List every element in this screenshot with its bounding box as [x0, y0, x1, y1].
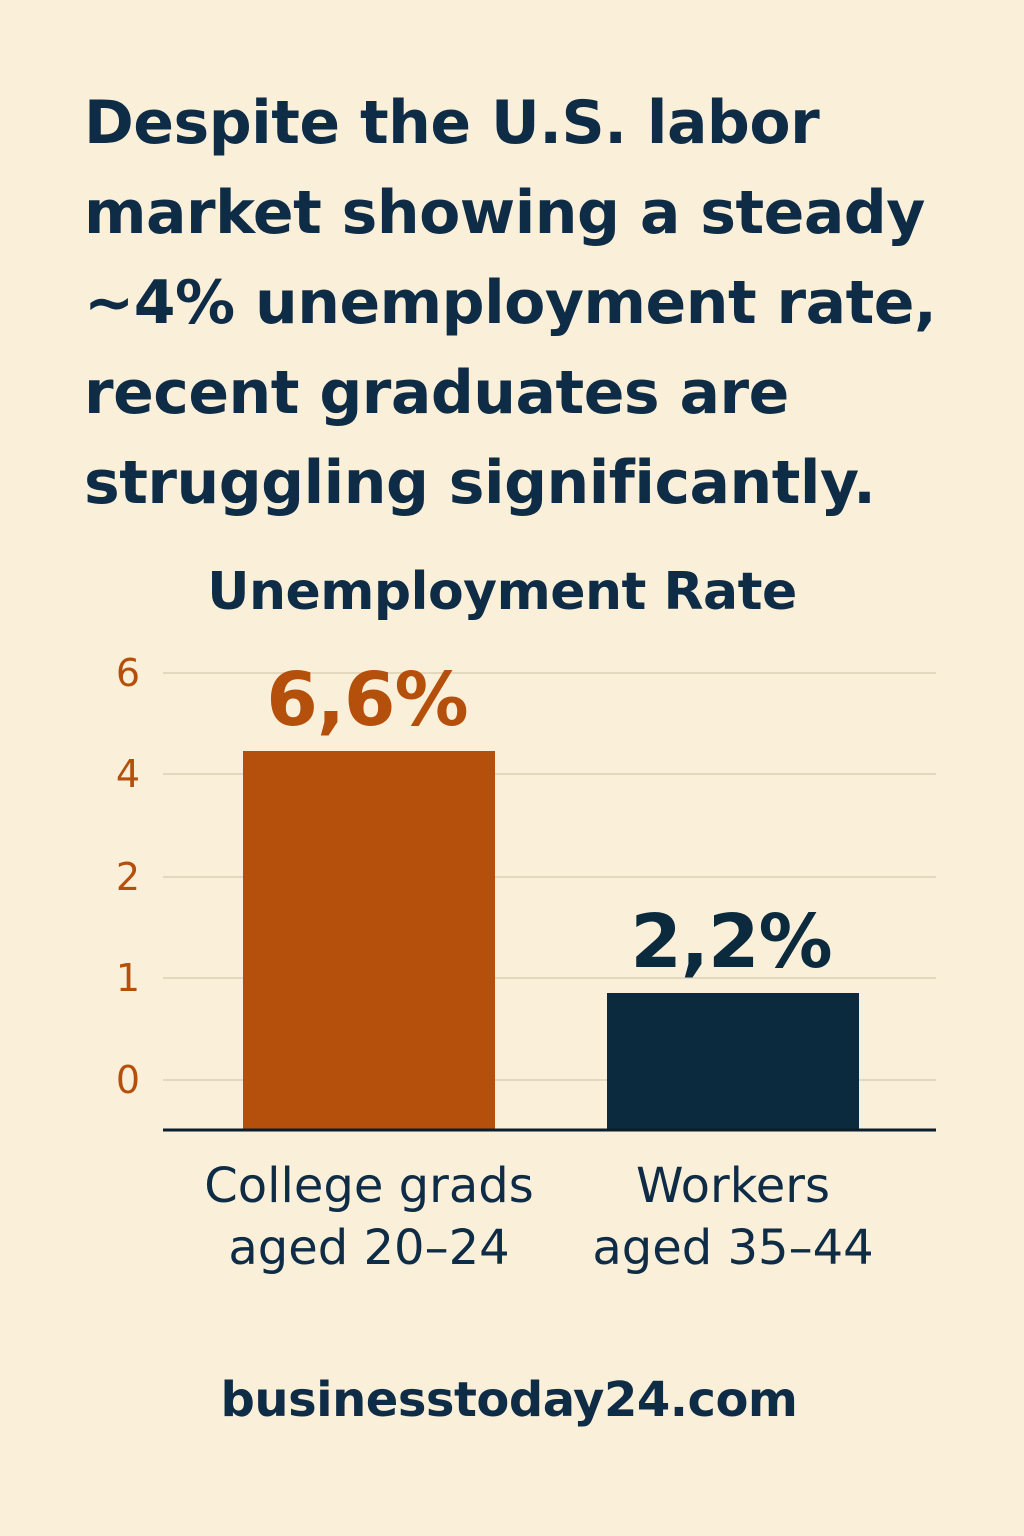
y-axis-ticks: 6 4 2 1 0: [116, 651, 140, 1102]
headline: Despite the U.S. labor market showing a …: [84, 88, 937, 518]
bar: [607, 993, 859, 1130]
category-label: Workers: [636, 1158, 830, 1214]
y-tick-label: 6: [116, 651, 140, 695]
data-label: 2,2%: [630, 899, 831, 985]
category-label: aged 35–44: [592, 1220, 873, 1276]
data-labels: 6,6% 2,2%: [266, 657, 832, 985]
source-footer: businesstoday24.com: [220, 1372, 798, 1428]
bar: [243, 751, 495, 1130]
chart-title: Unemployment Rate: [207, 562, 797, 622]
data-label: 6,6%: [266, 657, 467, 743]
category-label: College grads: [204, 1158, 533, 1214]
y-tick-label: 2: [116, 855, 140, 899]
y-tick-label: 1: [116, 956, 140, 1000]
y-tick-label: 0: [116, 1058, 140, 1102]
category-labels: College grads aged 20–24 Workers aged 35–44: [204, 1158, 873, 1276]
y-tick-label: 4: [116, 752, 140, 796]
category-label: aged 20–24: [228, 1220, 509, 1276]
bars: [243, 751, 859, 1130]
